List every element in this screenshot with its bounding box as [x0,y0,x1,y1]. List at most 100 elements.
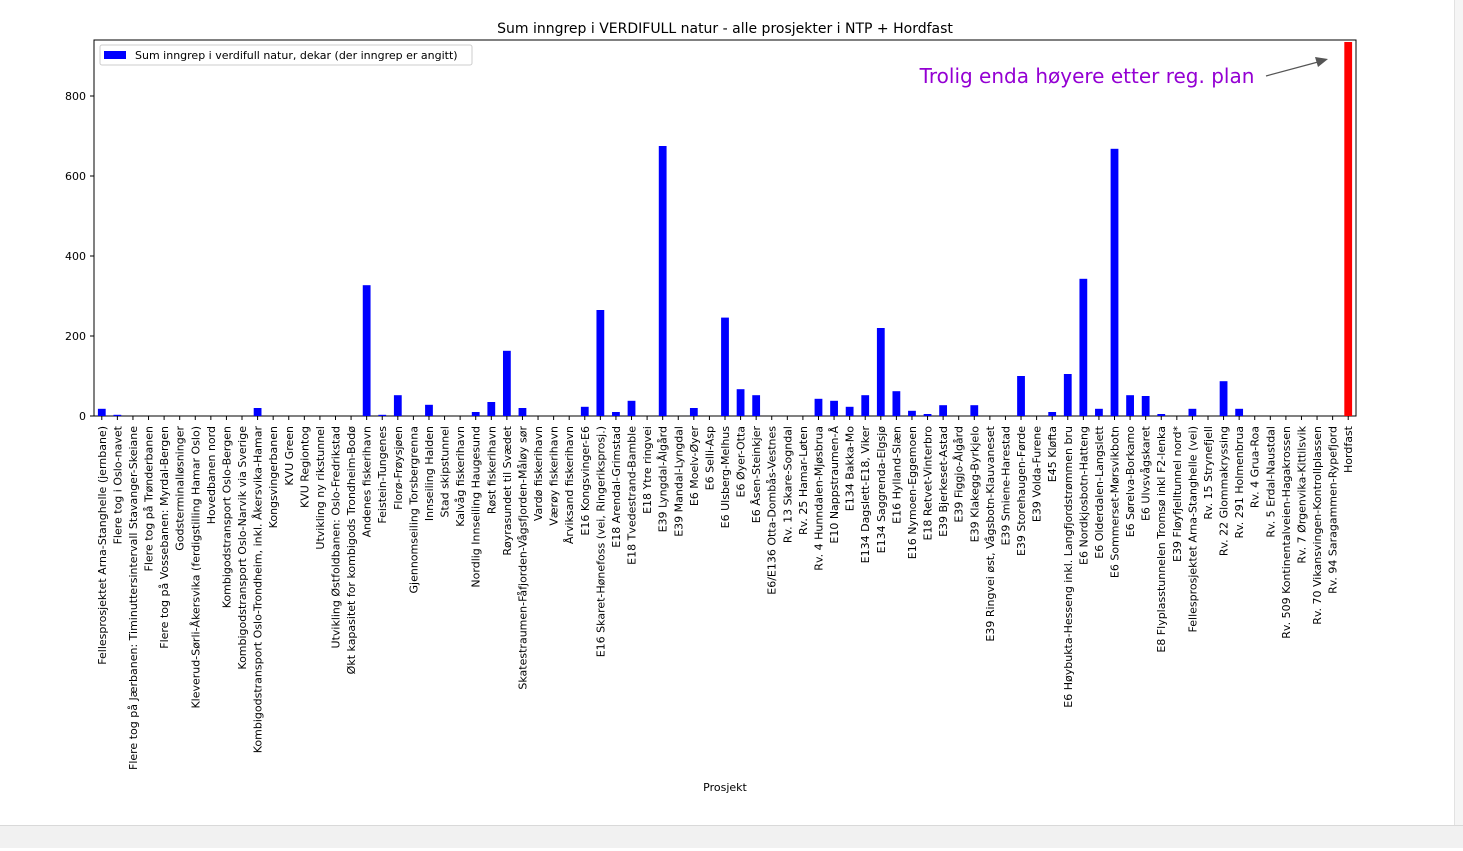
x-tick-label: Rv. 15 Strynefjell [1202,426,1215,520]
x-tick-label: Kombigodstransport Oslo-Narvik via Sveri… [236,426,249,670]
bar [1048,412,1057,416]
x-tick-label: E6/E136 Otta-Dombås-Vestnes [766,426,779,595]
x-tick-label: Flere tog på Jærbanen: Timinuttersinterv… [127,426,140,770]
bar [627,400,636,416]
x-tick-label: E39 Mandal-Lyngdal [672,426,685,537]
bar [721,317,729,416]
x-tick-label: Gjennomseiling Torsbergrenna [407,426,420,593]
x-tick-label: E6 Selli-Asp [703,426,716,490]
x-tick-label: Fellesprosjektet Arna-Stanghelle (vei) [1186,426,1199,632]
x-tick-label: E39 Fløyfjelltunnel nord* [1171,426,1184,562]
x-tick-label: E18 Retvet-Vinterbro [922,426,935,541]
x-tick-label: E6 Øyer-Otta [735,426,748,498]
x-tick-label: E39 Lyngdal-Ålgård [657,426,670,532]
x-tick-label: Florø-Frøysjøen [392,426,405,510]
window-bottom-bar [0,825,1463,848]
x-tick-label: E6 Sommerset-Mørsvikbotn [1109,426,1122,578]
y-axis: 0 200 400 600 800 [65,90,94,423]
bar [1110,148,1119,417]
bar [845,406,854,416]
bar [113,414,122,416]
bar [362,285,371,416]
bar [1017,376,1025,416]
x-tick-label: Fellesprosjektet Arna-Stanghelle (jernba… [96,426,109,665]
x-tick-label: E45 Kløfta [1046,426,1059,482]
x-tick-label: E39 Storehaugen-Førde [1015,426,1028,556]
x-tick-label: Rv. 94 Saragammen-Rypefjord [1327,426,1340,594]
x-tick-label: Rv. 4 Grua-Roa [1249,426,1262,508]
bar [393,395,402,416]
x-tick-label: E134 Dagslett-E18, Viker [859,426,872,564]
bar [970,405,979,416]
x-tick-label: Rv. 4 Hunndalen-Mjøsbrua [812,426,825,571]
x-tick-label: KVU Green [283,426,296,486]
bar [1219,381,1228,416]
y-tick-label: 800 [65,90,86,103]
x-tick-label: Stad skipstunnel [439,426,452,517]
bar [580,406,589,416]
bar [736,389,745,416]
x-tick-label: Rv. 25 Hamar-Løten [797,426,810,535]
bar [658,146,667,416]
bar [596,310,605,416]
x-tick-label: E39 Volda-Furene [1031,426,1044,522]
bar [830,400,838,416]
window-right-edge [1454,0,1463,825]
x-tick-label: E6 Moelv-Øyer [688,426,701,507]
x-tick-label: Utvikling Østfoldbanen: Oslo-Fredrikstad [329,426,342,648]
x-tick-label: Rv. 291 Holmenbrua [1233,426,1246,539]
x-tick-label: Utvikling ny rikstunnel [314,426,327,550]
bar [1235,408,1244,416]
x-tick-label: E134 Saggrenda-Elgsjø [875,426,888,554]
x-tick-label: E6 Høybukta-Hesseng inkl. Langfjordstrøm… [1062,426,1075,708]
bar [923,414,932,416]
x-tick-label: Godsterminalløsninger [174,426,187,551]
x-tick-label: Værøy fiskerihavn [548,426,561,526]
x-tick-label: Hovedbanen nord [205,426,218,524]
legend: Sum inngrep i verdifull natur, dekar (de… [99,44,473,66]
x-tick-label: Andenes fiskerihavn [361,426,374,537]
x-tick-label: Vardø fiskerihavn [532,426,545,521]
bar [1095,408,1103,416]
x-tick-label: Rv. 13 Skare-Sogndal [781,426,794,543]
x-tick-label: E18 Ytre ringvei [641,426,654,514]
annotation-text: Trolig enda høyere etter reg. plan [919,64,1255,88]
bar [892,391,901,416]
y-tick-label: 200 [65,330,86,343]
bar [939,405,948,416]
x-tick-label: E39 Figgjo-Ålgård [953,426,966,523]
x-tick-label: Rv. 7 Ørgenvika-Kittilsvik [1295,425,1308,563]
bar [471,412,480,416]
bar [689,408,698,416]
bar [1188,408,1197,416]
x-tick-label: Røyrasundet til Svædet [501,425,514,555]
x-tick-label: E6 Nordkjosbotn-Hatteng [1077,426,1090,565]
x-tick-label: Hordfast [1342,425,1355,473]
x-tick-label: E8 Flyplasstunnelen Tromsø inkl F2-lenka [1155,426,1168,653]
bar [1063,374,1072,416]
bar [425,404,433,416]
x-tick-label: Flere tog på Vossebanen: Myrdal-Bergen [158,426,171,649]
x-tick-label: E39 Klakegg-Byrkjelo [968,426,981,543]
x-axis-label: Prosjekt [703,781,747,794]
legend-swatch [104,51,126,59]
x-tick-label: Årviksand fiskerihavn [563,426,576,544]
bar [1157,414,1166,416]
x-tick-label: Økt kapasitet for kombigods Trondheim-Bo… [345,426,358,675]
chart-title: Sum inngrep i VERDIFULL natur - alle pro… [497,21,953,37]
x-tick-label: E6 Åsen-Steinkjer [750,426,763,524]
x-tick-label: Kleverud-Sørli-Åkersvika (ferdigstilling… [189,426,202,709]
bar [1126,395,1134,416]
x-tick-label: E39 Bjerkeset-Astad [937,426,950,537]
x-tick-label: Rv. 509 Kontinentalveien-Hagakrossen [1280,426,1293,639]
x-tick-label: Kombigodstransport Oslo-Bergen [220,426,233,608]
x-tick-label: E10 Nappstraumen-Å [828,426,841,544]
x-tick-label: E16 Kongsvinger-E6 [579,426,592,536]
x-tick-label: E18 Tvedestrand-Bamble [626,426,639,565]
bar [253,408,262,416]
x-tick-label: E6 Ulvsvågskaret [1140,425,1153,521]
x-tick-label: Innseiling Halden [423,426,436,521]
bar [1079,278,1088,416]
x-tick-label: Rv. 22 Glommakryssing [1218,426,1231,556]
